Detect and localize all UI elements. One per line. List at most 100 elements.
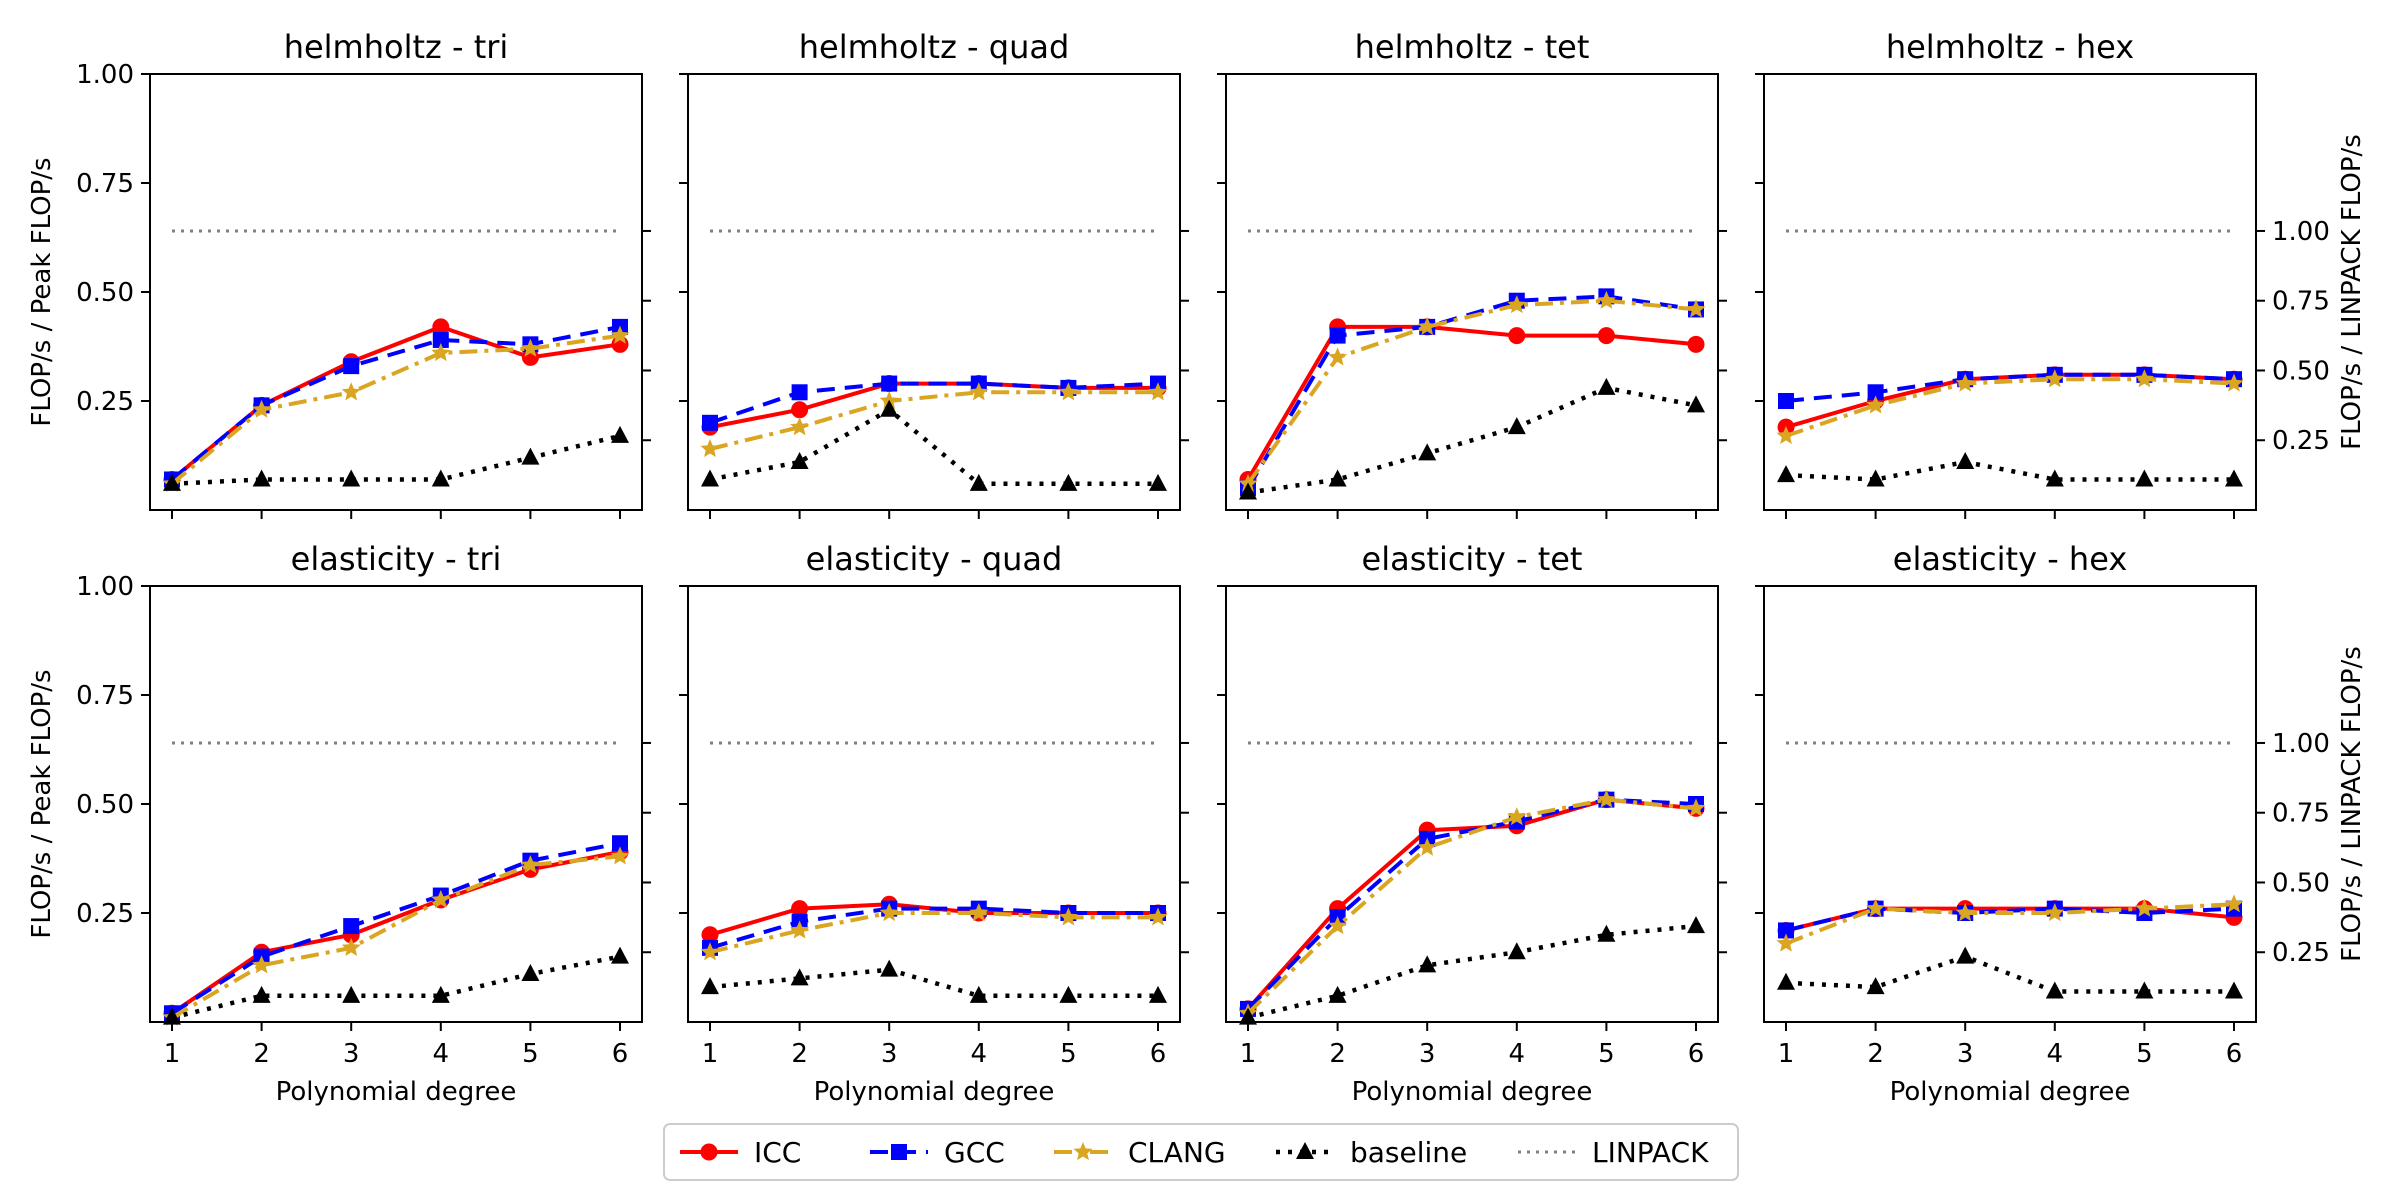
data-point-baseline — [1239, 1007, 1257, 1025]
plot-frame — [687, 73, 1181, 511]
data-point-clang — [1686, 299, 1706, 318]
data-point-clang — [1148, 907, 1168, 926]
series-line-gcc — [1246, 294, 1697, 490]
data-point-clang — [2045, 369, 2065, 388]
data-point-baseline — [1687, 395, 1705, 413]
panel-helmholtz-hex: helmholtz - hex 0.25 0.50 0.75 1.00 FLOP/s / … — [1755, 28, 2367, 519]
y-tick-label-right: 0.50 — [2272, 356, 2330, 386]
x-tick-label: 6 — [612, 1039, 629, 1069]
data-point-clang — [1328, 347, 1348, 366]
plot-frame — [149, 73, 643, 511]
data-point-clang — [1058, 382, 1078, 401]
series-line-clang — [1785, 377, 2235, 438]
x-tick-label: 6 — [1150, 1039, 1167, 1069]
data-point-baseline — [252, 985, 271, 1003]
data-point-baseline — [1059, 985, 1078, 1003]
data-point-clang — [1058, 907, 1078, 926]
data-point-baseline — [1956, 946, 1975, 964]
data-point-clang — [520, 855, 540, 874]
data-point-baseline — [2045, 981, 2064, 999]
data-point-baseline — [701, 977, 719, 995]
data-point-baseline — [1418, 955, 1437, 973]
x-tick-label: 1 — [164, 1039, 181, 1069]
x-tick-label: 3 — [1419, 1039, 1436, 1069]
x-tick-label: 3 — [881, 1039, 898, 1069]
series-line-icc — [709, 381, 1158, 430]
data-point-baseline — [701, 469, 719, 487]
data-point-gcc — [1329, 327, 1346, 344]
data-point-clang — [610, 846, 630, 865]
y-tick-label-right: 0.75 — [2272, 287, 2330, 317]
y-axis-label-right: FLOP/s / LINPACK FLOP/s — [2337, 134, 2367, 450]
legend-label: baseline — [1350, 1136, 1467, 1169]
x-tick-label: 1 — [702, 1039, 719, 1069]
legend-item-gcc: GCC — [870, 1136, 1005, 1169]
x-axis-label: Polynomial degree — [1352, 1077, 1593, 1107]
plot-frame — [149, 585, 643, 1023]
data-point-baseline — [1328, 469, 1347, 487]
x-tick-label: 2 — [1329, 1039, 1346, 1069]
legend-item-linpack: LINPACK — [1518, 1136, 1709, 1169]
series-line-gcc — [1246, 797, 1697, 1011]
y-tick-label-left: 0.75 — [76, 169, 134, 199]
data-point-gcc — [702, 414, 718, 431]
panel-title: helmholtz - hex — [1886, 28, 2134, 66]
x-tick-label: 1 — [1240, 1039, 1257, 1069]
panel-elasticity-tri: elasticity - tri 1 2 3 4 5 6 Polynomial degree 0… — [27, 540, 651, 1107]
data-point-clang — [969, 382, 989, 401]
data-point-baseline — [611, 946, 629, 964]
x-tick-label: 3 — [343, 1039, 360, 1069]
data-point-icc — [1508, 327, 1526, 345]
y-tick-label-right: 0.25 — [2272, 426, 2330, 456]
data-point-baseline — [1059, 473, 1078, 491]
panel-elasticity-hex: elasticity - hex 1 2 3 4 5 6 Polynomial degree 0… — [1755, 540, 2367, 1107]
data-point-clang — [969, 903, 989, 922]
panel-elasticity-tet: elasticity - tet 1 2 3 4 5 6 Polynomial degree — [1217, 540, 1727, 1107]
y-tick-label-right: 1.00 — [2272, 729, 2330, 759]
series-line-clang — [170, 333, 621, 486]
x-tick-label: 4 — [433, 1039, 450, 1069]
plot-frame — [1763, 585, 2257, 1023]
legend-item-clang: CLANG — [1054, 1136, 1226, 1169]
data-point-baseline — [521, 964, 540, 982]
data-point-baseline — [611, 425, 629, 443]
x-tick-label: 4 — [1509, 1039, 1526, 1069]
y-tick-label-left: 0.75 — [76, 681, 134, 711]
data-point-baseline — [342, 985, 361, 1003]
data-point-baseline — [1956, 452, 1975, 470]
y-tick-label-left: 0.50 — [76, 278, 134, 308]
plot-frame — [687, 585, 1181, 1023]
data-point-clang — [1417, 837, 1437, 856]
plot-frame — [1225, 73, 1719, 511]
series-line-clang — [1246, 298, 1697, 485]
data-point-clang — [2134, 369, 2154, 388]
data-point-clang — [610, 325, 630, 344]
data-point-clang — [790, 417, 810, 436]
data-point-baseline — [342, 469, 361, 487]
y-axis-label-right: FLOP/s / LINPACK FLOP/s — [2337, 646, 2367, 962]
data-point-icc — [791, 401, 809, 419]
data-point-baseline — [1239, 482, 1257, 500]
y-tick-label-right: 0.50 — [2272, 868, 2330, 898]
x-tick-label: 6 — [1688, 1039, 1705, 1069]
x-tick-label: 5 — [1060, 1039, 1077, 1069]
series-line-clang — [1785, 902, 2235, 946]
data-point-clang — [1866, 395, 1886, 414]
data-point-clang — [879, 903, 899, 922]
panel-helmholtz-tri: helmholtz - tri 0.25 0.50 0.75 1.00 FLOP/s / … — [27, 28, 651, 519]
data-point-baseline — [2225, 981, 2243, 999]
series-line-clang — [709, 390, 1158, 451]
legend-marker — [1073, 1142, 1093, 1161]
data-point-gcc — [343, 918, 360, 935]
data-point-baseline — [1866, 977, 1885, 995]
data-point-baseline — [2045, 469, 2064, 487]
data-point-clang — [252, 399, 272, 418]
x-axis-label: Polynomial degree — [276, 1077, 517, 1107]
x-tick-label: 2 — [1867, 1039, 1884, 1069]
panel-helmholtz-tet: helmholtz - tet — [1217, 28, 1727, 519]
series-line-icc — [1246, 324, 1697, 481]
legend-marker — [700, 1143, 718, 1161]
data-point-baseline — [1328, 985, 1347, 1003]
data-point-clang — [341, 382, 361, 401]
